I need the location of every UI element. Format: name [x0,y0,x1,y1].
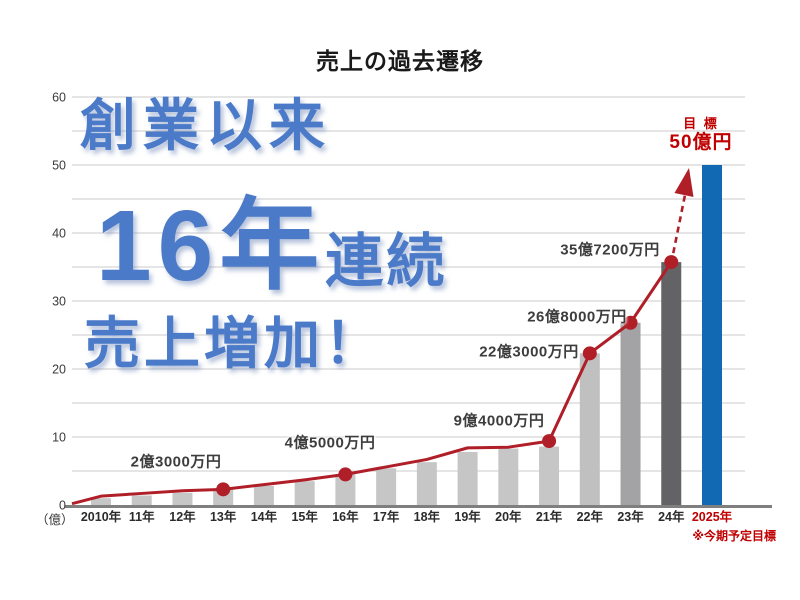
bar-2025年 [702,165,722,505]
target-block: 目 標 50億円 [660,116,742,154]
bar-15年 [294,481,315,505]
slogan-line3: 売上増加！ [84,312,384,375]
target-caption: 目 標 [683,116,719,131]
value-label-2022: 22億3000万円 [479,343,579,361]
target-footnote: ※今期予定目標 [692,529,776,543]
bar-14年 [253,485,274,505]
x-tick-14年: 14年 [251,509,278,524]
x-tick-20年: 20年 [495,509,522,524]
value-label-2024: 35億7200万円 [560,241,660,259]
slogan-16years: 16年 [96,190,326,302]
x-tick-18年: 18年 [414,509,441,524]
x-tick-12年: 12年 [169,509,196,524]
x-tick-2010年: 2010年 [81,509,122,524]
bar-12年 [172,492,193,505]
bar-11年 [131,495,152,505]
x-tick-15年: 15年 [291,509,318,524]
x-tick-19年: 19年 [454,509,481,524]
y-tick-30: 30 [52,295,66,309]
slogan-line1: 創業以来 [80,94,332,157]
bar-24年 [661,262,682,505]
y-tick-50: 50 [52,159,66,173]
data-point-23年 [623,315,638,330]
bar-20年 [498,448,519,505]
value-label-2016: 4億5000万円 [284,434,376,452]
x-tick-24年: 24年 [658,509,685,524]
data-point-21年 [542,434,557,449]
bar-22年 [579,353,600,505]
y-axis-unit-label: （億） [36,513,74,527]
x-tick-21年: 21年 [536,509,563,524]
value-label-2023: 26億8000万円 [527,308,627,326]
y-tick-10: 10 [52,431,66,445]
y-tick-20: 20 [52,363,66,377]
x-tick-16年: 16年 [332,509,359,524]
bar-18年 [416,462,437,505]
y-tick-40: 40 [52,227,66,241]
x-tick-2025年: 2025年 [692,509,733,524]
y-tick-0: 0 [59,499,66,513]
data-point-16年 [338,467,353,482]
x-tick-23年: 23年 [617,509,644,524]
bar-21年 [539,446,560,505]
data-point-22年 [582,346,597,361]
bar-19年 [457,451,478,505]
value-label-2013: 2億3000万円 [130,453,222,471]
bar-16年 [335,474,356,505]
slogan-line2: 16年 連続 [96,196,447,296]
bar-17年 [376,468,397,505]
x-tick-13年: 13年 [210,509,237,524]
slogan-consecutive: 連続 [325,229,448,294]
data-point-24年 [664,255,679,270]
value-label-2021: 9億4000万円 [453,412,545,430]
x-tick-17年: 17年 [373,509,400,524]
target-arrowhead-icon [674,168,694,197]
trend-line [71,261,673,506]
target-amount: 50億円 [669,131,733,153]
bar-2010年 [91,498,111,505]
bar-23年 [620,322,641,505]
y-tick-60: 60 [52,91,66,105]
x-tick-11年: 11年 [129,509,155,524]
x-tick-22年: 22年 [577,509,604,524]
data-point-13年 [216,482,231,497]
target-projection-dashed-line [671,194,687,254]
page-title: 売上の過去遷移 [316,48,484,74]
